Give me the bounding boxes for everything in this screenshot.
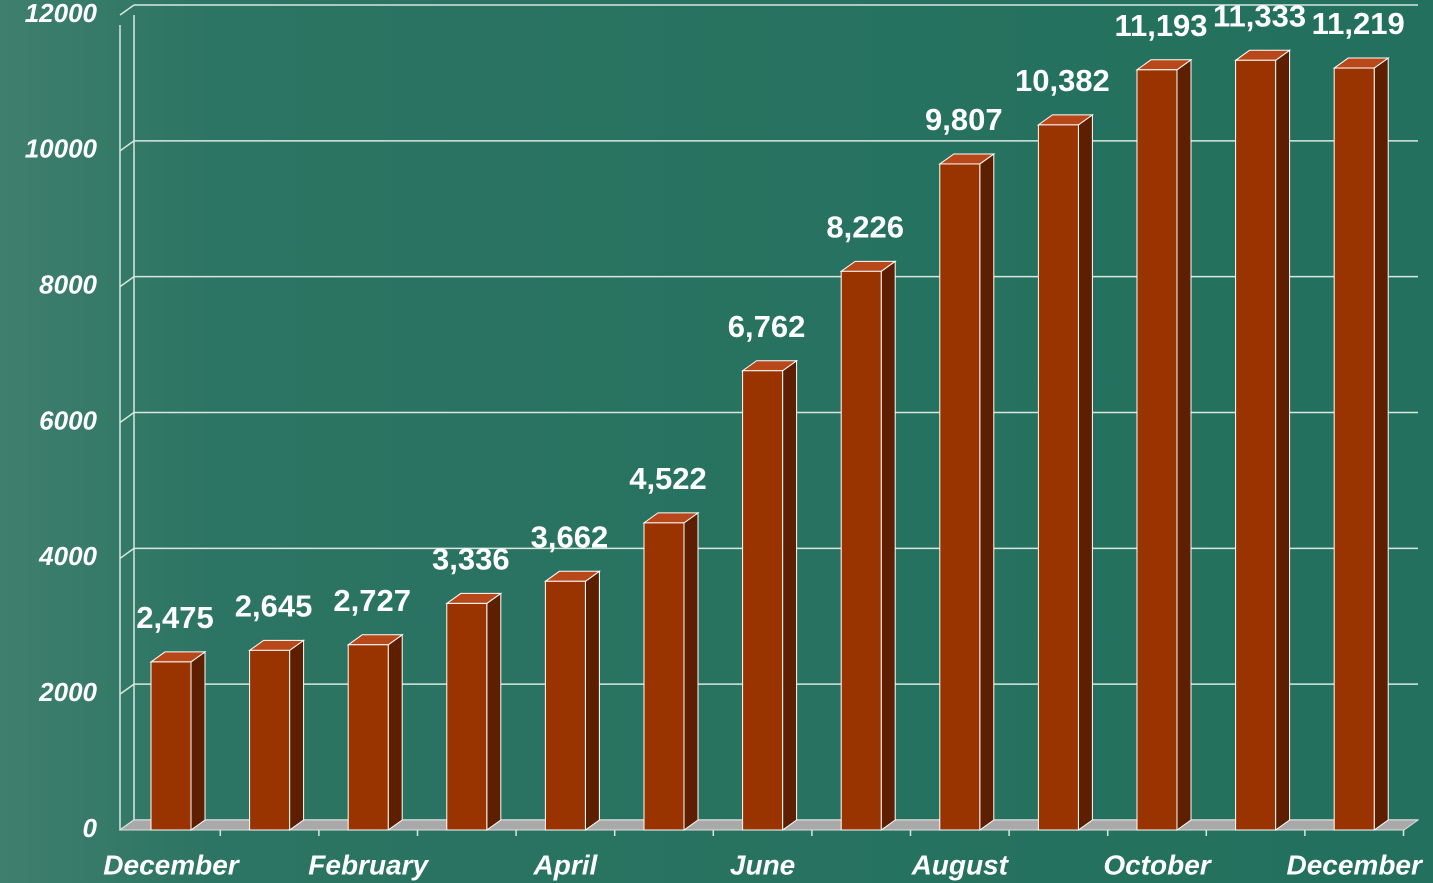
grid-depth bbox=[119, 140, 135, 152]
value-label: 8,226 bbox=[826, 210, 904, 245]
value-label: 11,219 bbox=[1312, 6, 1405, 41]
y-tick-label: 2000 bbox=[38, 677, 97, 707]
x-tick-label: October bbox=[1103, 849, 1212, 880]
value-label: 3,662 bbox=[531, 519, 609, 554]
value-label: 4,522 bbox=[629, 461, 707, 496]
bar-side bbox=[387, 633, 403, 831]
bar bbox=[544, 580, 586, 831]
bar bbox=[1333, 67, 1375, 831]
bar bbox=[840, 270, 882, 831]
x-tick-label: August bbox=[911, 849, 1010, 880]
bar-side bbox=[486, 592, 502, 831]
bar bbox=[1037, 124, 1079, 831]
bar-side bbox=[584, 570, 600, 831]
value-label: 6,762 bbox=[728, 309, 806, 344]
y-tick-label: 12000 bbox=[25, 0, 98, 28]
bar-side bbox=[289, 639, 305, 831]
value-label: 2,645 bbox=[235, 589, 313, 624]
bar bbox=[446, 602, 488, 831]
bar-side bbox=[1275, 49, 1291, 831]
bar-side bbox=[1373, 57, 1389, 831]
bar-side bbox=[190, 650, 206, 831]
bar bbox=[347, 644, 389, 831]
grid-depth bbox=[119, 683, 135, 695]
value-label: 11,333 bbox=[1213, 0, 1306, 33]
value-label: 10,382 bbox=[1015, 63, 1110, 98]
value-label: 9,807 bbox=[925, 102, 1003, 137]
y-tick-label: 10000 bbox=[25, 134, 98, 164]
x-tick-label: February bbox=[308, 849, 429, 880]
bar-side bbox=[979, 152, 995, 831]
bar bbox=[939, 163, 981, 831]
bar-side bbox=[1176, 58, 1192, 831]
value-label: 2,727 bbox=[333, 583, 411, 618]
grid-depth bbox=[119, 547, 135, 559]
bar bbox=[1235, 59, 1277, 831]
bar-side bbox=[880, 260, 896, 831]
x-tick-label: December bbox=[1286, 849, 1424, 880]
x-tick-label: June bbox=[730, 849, 795, 880]
value-label: 2,475 bbox=[136, 600, 214, 635]
bar bbox=[742, 370, 784, 831]
y-tick-label: 0 bbox=[83, 813, 98, 843]
bar bbox=[1136, 69, 1178, 831]
grid-depth bbox=[119, 4, 135, 16]
grid-depth bbox=[119, 411, 135, 424]
y-tick-label: 8000 bbox=[39, 270, 97, 300]
bar bbox=[249, 649, 291, 831]
bar-side bbox=[683, 511, 699, 831]
y-tick-label: 6000 bbox=[39, 405, 97, 435]
bar-side bbox=[782, 359, 798, 831]
value-label: 11,193 bbox=[1114, 8, 1207, 43]
x-tick-label: December bbox=[103, 849, 241, 880]
x-tick-label: April bbox=[533, 849, 599, 880]
bar-side bbox=[1077, 113, 1093, 831]
value-label: 3,336 bbox=[432, 542, 510, 577]
bar bbox=[643, 522, 685, 831]
grid-depth bbox=[119, 276, 135, 288]
bar bbox=[150, 661, 192, 831]
y-tick-label: 4000 bbox=[38, 541, 97, 571]
